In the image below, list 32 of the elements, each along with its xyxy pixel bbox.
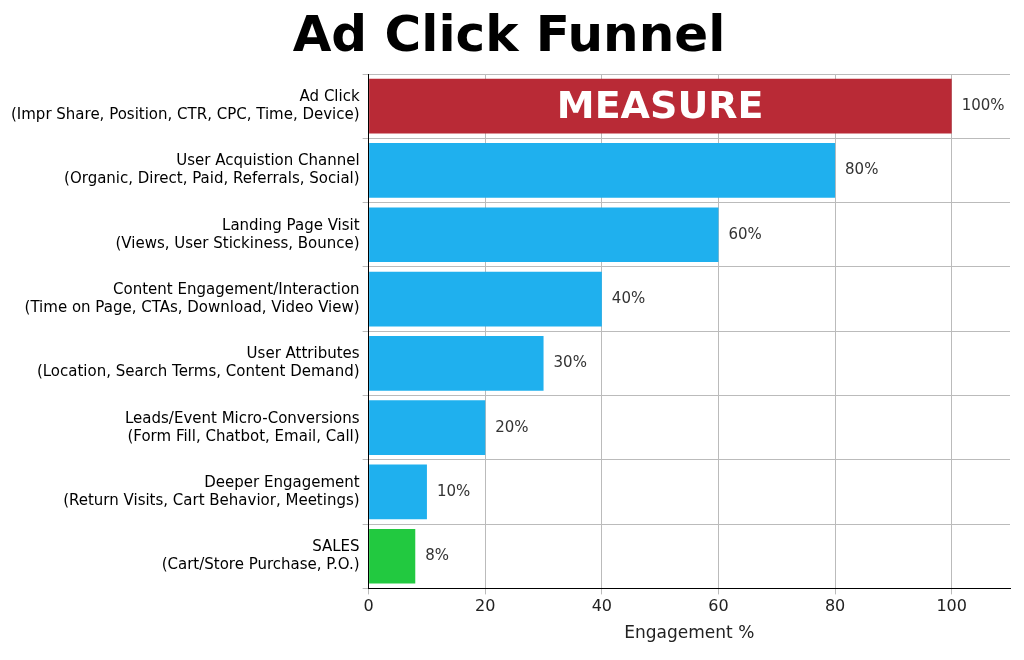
y-tick-label: User Attributes (Location, Search Terms, Content Demand) bbox=[36, 344, 360, 381]
y-tick-label: User Acquistion Channel (Organic, Direct, Paid, Referrals, Social) bbox=[64, 151, 360, 188]
data-label: 20% bbox=[495, 417, 529, 436]
data-label: 40% bbox=[611, 288, 646, 307]
y-tick-label: Content Engagement/Interaction (Time on Page, CTAs, Download, Video View) bbox=[24, 279, 360, 316]
data-label: 60% bbox=[728, 224, 762, 243]
bar bbox=[369, 464, 427, 520]
chart-title: Ad Click Funnel bbox=[292, 4, 726, 63]
x-axis-title: Engagement % bbox=[624, 622, 755, 643]
bar bbox=[369, 528, 416, 584]
data-label: 8% bbox=[425, 546, 450, 565]
bar bbox=[369, 143, 836, 198]
bar bbox=[369, 271, 602, 327]
y-tick-label: Ad Click (Impr Share, Position, CTR, CPC, Time, Device) bbox=[10, 87, 360, 124]
x-tick-label: 40 bbox=[591, 596, 613, 616]
x-tick-label: 0 bbox=[363, 596, 374, 616]
bar bbox=[369, 336, 544, 391]
data-label: 10% bbox=[436, 481, 471, 500]
x-tick-label: 80 bbox=[824, 596, 846, 616]
x-tick-label: 100 bbox=[936, 596, 967, 616]
x-tick-label: 20 bbox=[475, 596, 496, 616]
data-label: 30% bbox=[553, 353, 587, 372]
data-label: 100% bbox=[961, 96, 1005, 115]
y-tick-label: SALES (Cart/Store Purchase, P.O.) bbox=[161, 537, 360, 574]
annotation: MEASURE bbox=[556, 83, 764, 128]
bar bbox=[369, 207, 719, 263]
y-tick-label: Deeper Engagement (Return Visits, Cart Behavior, Meetings) bbox=[63, 472, 360, 509]
y-tick-label: Landing Page Visit (Views, User Stickiness, Bounce) bbox=[115, 215, 360, 252]
x-tick-label: 60 bbox=[708, 596, 729, 616]
y-tick-label: Leads/Event Micro-Conversions (Form Fill, Chatbot, Email, Call) bbox=[125, 408, 360, 445]
data-label: 80% bbox=[845, 160, 879, 179]
bar bbox=[369, 400, 486, 455]
